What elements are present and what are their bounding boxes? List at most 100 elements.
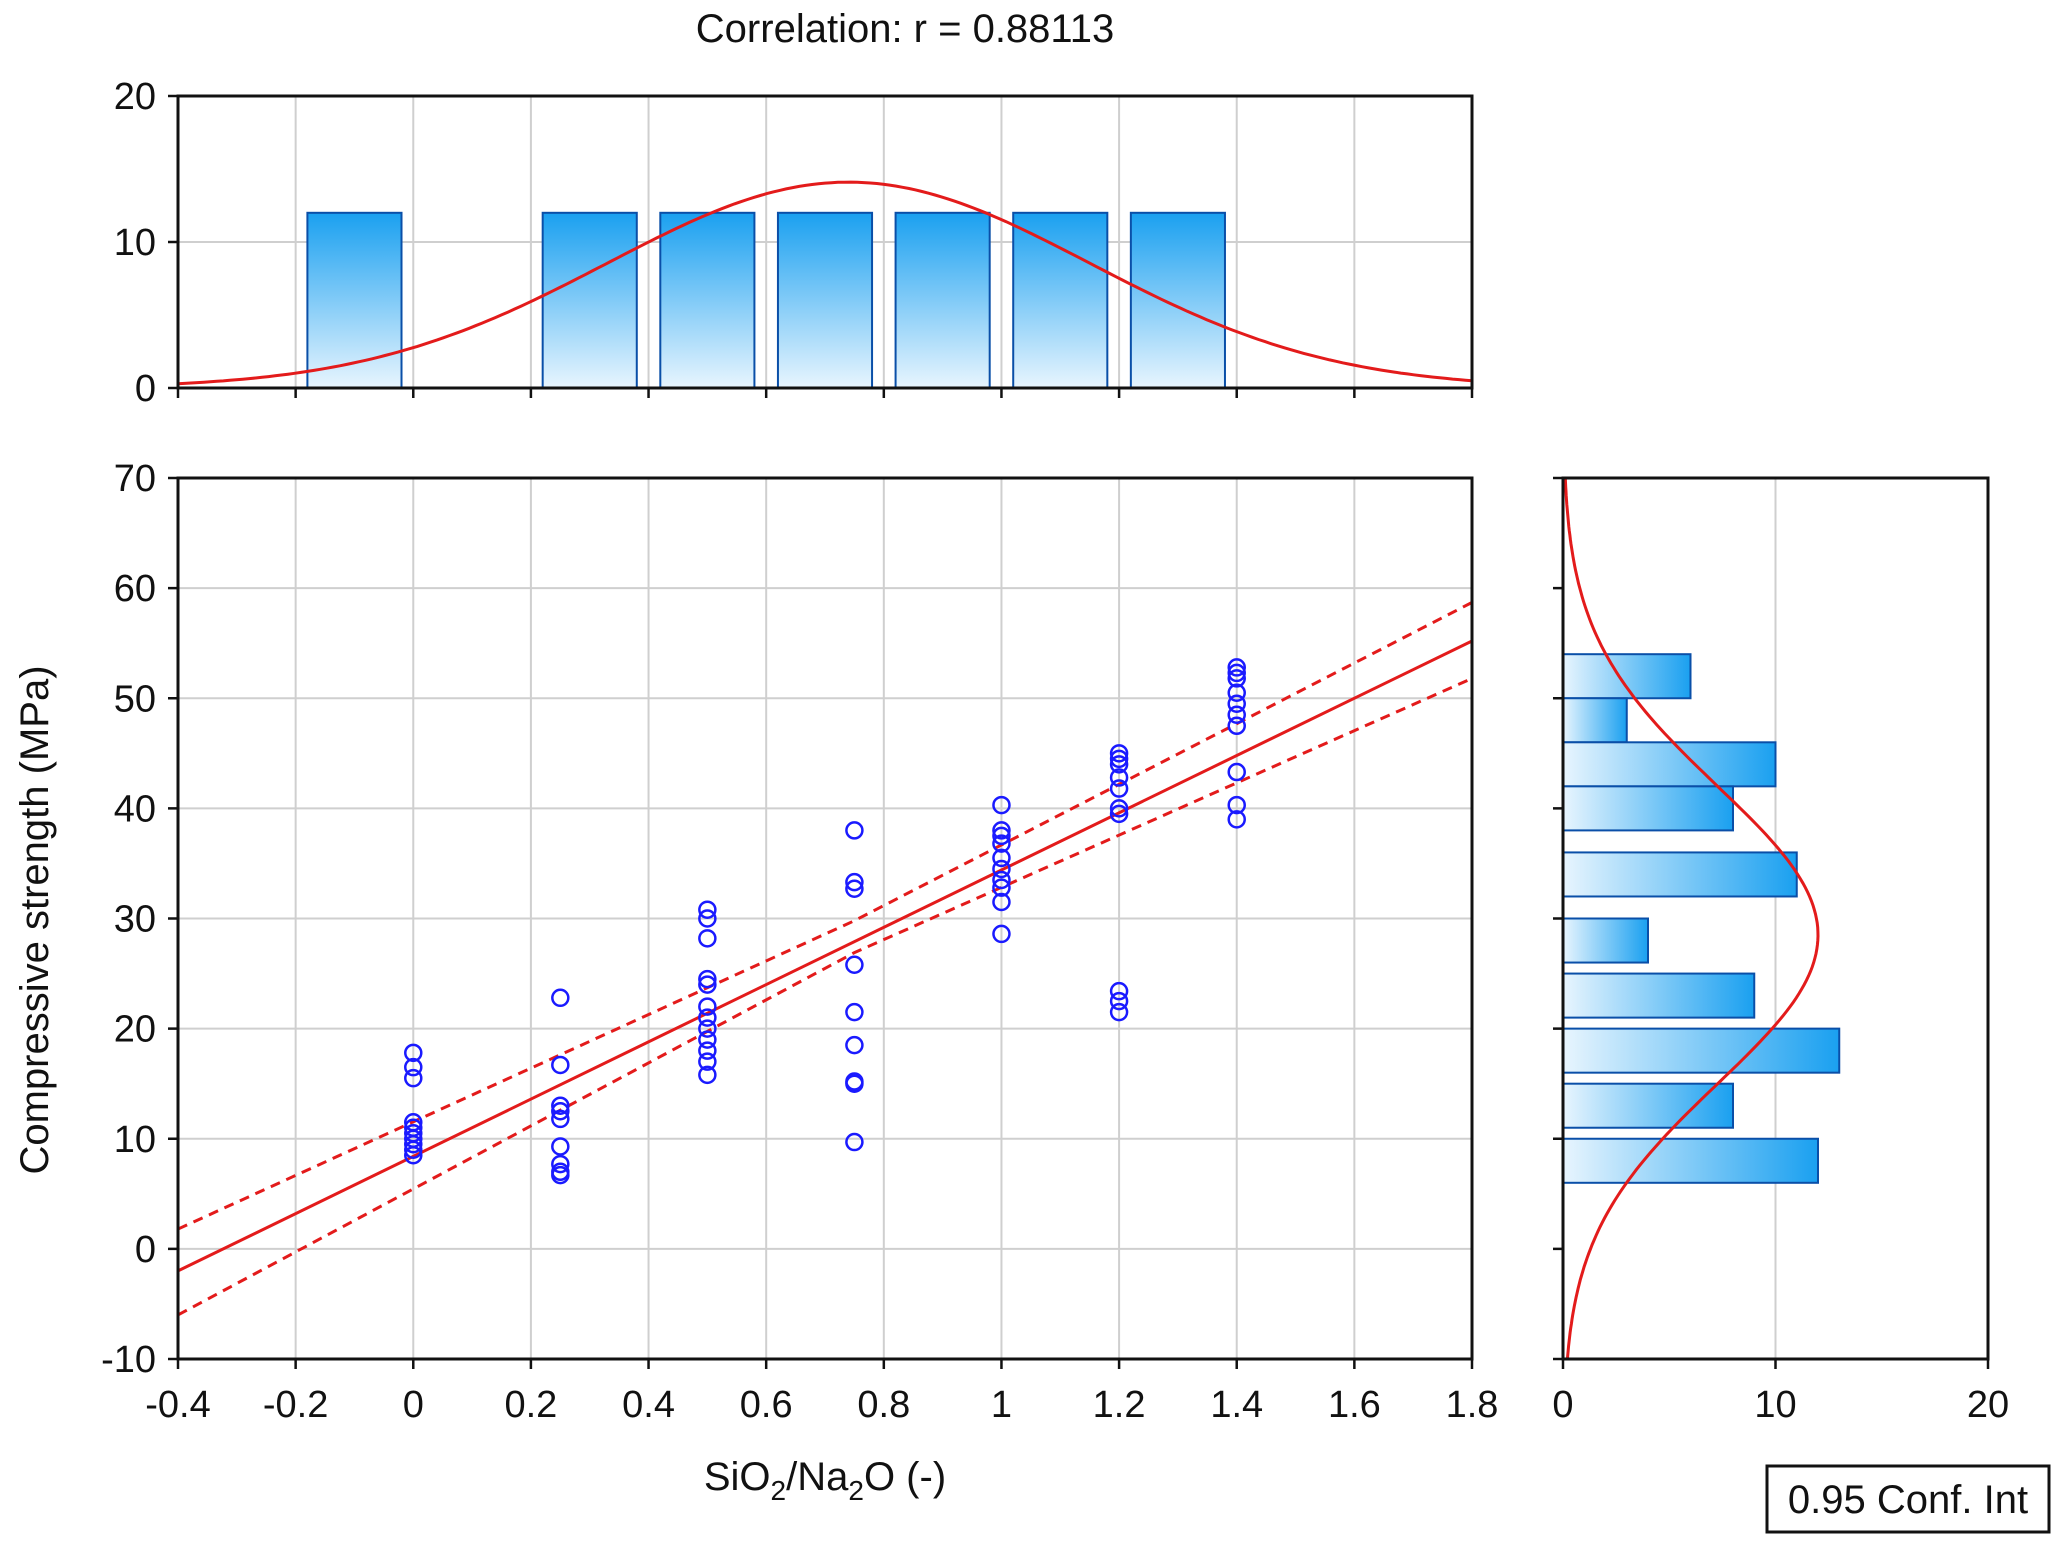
top-histogram-panel: 0 10 20 <box>114 76 1474 410</box>
data-point <box>992 892 1011 912</box>
top-histogram-bar <box>1129 211 1226 389</box>
data-point <box>698 1052 717 1071</box>
data-point <box>1227 694 1246 714</box>
right-histogram-bar <box>1562 851 1798 898</box>
x-tick-label: 0.8 <box>857 1384 910 1426</box>
data-point <box>404 1135 423 1154</box>
right-x-tick-label: 20 <box>1967 1384 2009 1426</box>
data-point <box>1109 804 1129 824</box>
data-point <box>992 878 1011 897</box>
data-point <box>1109 749 1129 769</box>
data-point <box>698 929 717 948</box>
data-point <box>1227 716 1246 736</box>
right-histogram-bar <box>1562 972 1756 1019</box>
right-histogram-bar <box>1562 697 1628 744</box>
data-point <box>845 1132 864 1152</box>
data-point <box>1227 795 1246 815</box>
data-point <box>404 1043 423 1063</box>
data-point <box>845 1074 864 1093</box>
data-point <box>1227 762 1246 782</box>
data-point <box>698 1019 717 1038</box>
scatter-plot-panel: -0.4 -0.2 0 0.2 0.4 0.6 0.8 1 1.2 1.4 1.6 1.8 -10 0 10… <box>101 458 1498 1426</box>
data-point <box>845 955 864 975</box>
data-point <box>1227 810 1246 829</box>
y-tick-label: 30 <box>114 899 156 941</box>
data-point <box>698 1008 717 1027</box>
y-tick-label: 60 <box>114 568 156 610</box>
data-point <box>698 975 717 994</box>
data-point <box>845 872 864 892</box>
top-y-tick-label: 20 <box>114 76 156 118</box>
data-point <box>404 1057 423 1077</box>
data-point <box>698 1065 717 1085</box>
data-point <box>698 900 717 919</box>
y-tick-label: 20 <box>114 1009 156 1051</box>
data-point <box>845 821 864 840</box>
y-tick-label: 70 <box>114 458 156 500</box>
data-point <box>1227 658 1246 677</box>
data-point <box>992 848 1011 868</box>
right-x-tick-label: 0 <box>1552 1384 1573 1426</box>
data-point <box>551 1101 570 1121</box>
data-point <box>1227 669 1246 688</box>
x-axis-label: SiO2/Na2O (-) <box>704 1455 946 1506</box>
right-normal-curve <box>1563 477 1820 1360</box>
ci-upper-line <box>177 601 1473 1231</box>
top-histogram-bar <box>541 211 638 389</box>
data-point <box>404 1068 423 1088</box>
data-point <box>551 1137 570 1156</box>
data-point <box>992 870 1011 890</box>
x-tick-label: 0.6 <box>740 1384 793 1426</box>
data-point <box>1109 768 1129 787</box>
ci-lower-line <box>177 677 1473 1317</box>
right-histogram-bar <box>1562 1082 1734 1129</box>
data-point <box>1109 991 1129 1011</box>
data-point <box>992 795 1011 815</box>
x-tick-label: 0.4 <box>622 1384 675 1426</box>
legend-box <box>1765 1464 2051 1534</box>
chart-title: Correlation: r = 0.88113 <box>696 7 1114 51</box>
y-tick-label: 50 <box>114 678 156 720</box>
data-point <box>845 1035 864 1055</box>
x-tick-label: 1.8 <box>1446 1384 1499 1426</box>
data-point <box>1109 755 1129 774</box>
data-point <box>698 969 717 989</box>
y-tick-label: 0 <box>135 1229 156 1271</box>
top-histogram-bar <box>776 211 874 389</box>
y-tick-label: -10 <box>101 1339 156 1381</box>
right-histogram-bar <box>1562 653 1692 700</box>
data-point <box>551 1165 570 1185</box>
data-point <box>1227 663 1246 683</box>
x-tick-label: 1.4 <box>1210 1384 1263 1426</box>
top-histogram-bar <box>894 211 991 389</box>
data-point <box>698 1030 717 1049</box>
legend-label: 0.95 Conf. Int <box>1788 1478 2028 1522</box>
data-point <box>1109 1002 1129 1022</box>
y-tick-label: 10 <box>114 1119 156 1161</box>
right-x-tick-label: 10 <box>1754 1384 1796 1426</box>
data-point <box>1109 744 1129 763</box>
data-point <box>404 1146 423 1165</box>
x-tick-label: 0.2 <box>504 1384 557 1426</box>
x-tick-label: 1.6 <box>1328 1384 1381 1426</box>
x-tick-label: 1.2 <box>1093 1384 1146 1426</box>
y-tick-label: 40 <box>114 788 156 830</box>
data-point <box>992 859 1011 879</box>
top-y-tick-label: 0 <box>135 368 156 410</box>
top-normal-curve <box>177 180 1473 386</box>
data-point <box>992 821 1011 840</box>
top-histogram-bar <box>1012 211 1109 389</box>
right-histogram-bar <box>1562 917 1649 964</box>
data-point <box>551 1109 570 1129</box>
top-histogram-bar <box>306 211 403 389</box>
right-histogram-panel: 0 10 20 <box>1552 476 2009 1426</box>
x-tick-label: -0.4 <box>145 1384 210 1426</box>
data-point <box>551 1055 570 1075</box>
data-point <box>992 826 1011 846</box>
regression-line <box>177 639 1473 1273</box>
data-point <box>845 879 864 899</box>
data-point <box>1227 705 1246 725</box>
data-point <box>992 924 1011 944</box>
y-axis-label: Compressive strength (MPa) <box>13 665 57 1174</box>
right-histogram-bar <box>1562 1027 1841 1074</box>
